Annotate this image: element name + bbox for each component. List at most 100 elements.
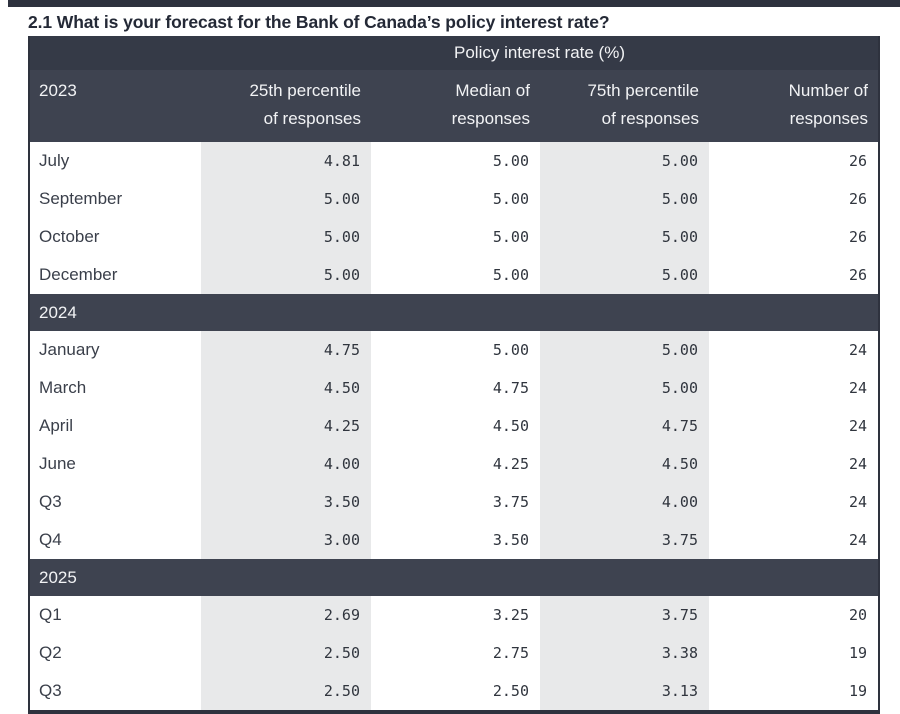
table-row: October 5.00 5.00 5.00 26 [29, 218, 879, 256]
year-header-2023: 2023 [29, 70, 201, 142]
column-headers-row: 2023 25th percentile of responses Median… [29, 70, 879, 142]
median-value-cell: 4.50 [492, 417, 529, 435]
p25-value-cell: 4.81 [201, 142, 371, 180]
section-year-label: 2025 [29, 559, 879, 596]
p25-value-cell: 5.00 [201, 180, 371, 218]
p75-value-cell: 3.13 [540, 672, 709, 712]
table-row: April 4.25 4.50 4.75 24 [29, 407, 879, 445]
p25-value-cell: 5.00 [201, 218, 371, 256]
col-header-median: Median of responses [371, 70, 540, 142]
p25-value-cell: 4.75 [201, 331, 371, 369]
col-header-line: 75th percentile [587, 81, 699, 100]
col-header-line: 25th percentile [249, 81, 361, 100]
period-cell: September [39, 189, 123, 208]
col-header-line: Number of [788, 81, 868, 100]
period-cell: Q1 [39, 605, 62, 624]
responses-count-cell: 24 [848, 379, 867, 397]
period-cell: October [39, 227, 100, 246]
responses-count-cell: 19 [848, 644, 867, 662]
responses-count-cell: 24 [848, 455, 867, 473]
p75-value-cell: 5.00 [540, 218, 709, 256]
p75-value-cell: 3.38 [540, 634, 709, 672]
page-title: 2.1 What is your forecast for the Bank o… [28, 12, 610, 32]
p75-value-cell: 4.75 [540, 407, 709, 445]
table-row: Q2 2.50 2.75 3.38 19 [29, 634, 879, 672]
median-value-cell: 2.50 [492, 682, 529, 700]
col-header-number-of-responses: Number of responses [709, 70, 879, 142]
period-cell: March [39, 378, 87, 397]
top-divider-bar [8, 0, 900, 7]
col-header-line: of responses [601, 109, 699, 128]
median-value-cell: 3.75 [492, 493, 529, 511]
table-row: June 4.00 4.25 4.50 24 [29, 445, 879, 483]
period-cell: June [39, 454, 76, 473]
p75-value-cell: 5.00 [540, 331, 709, 369]
spanner-row: Policy interest rate (%) [29, 36, 879, 70]
col-header-line: responses [451, 109, 530, 128]
median-value-cell: 3.25 [492, 606, 529, 624]
responses-count-cell: 26 [848, 152, 867, 170]
table-row: July 4.81 5.00 5.00 26 [29, 142, 879, 180]
table-row: December 5.00 5.00 5.00 26 [29, 256, 879, 294]
responses-count-cell: 20 [848, 606, 867, 624]
median-value-cell: 5.00 [492, 190, 529, 208]
p25-value-cell: 4.25 [201, 407, 371, 445]
median-value-cell: 2.75 [492, 644, 529, 662]
p25-value-cell: 2.69 [201, 596, 371, 634]
median-value-cell: 4.25 [492, 455, 529, 473]
table-row: Q1 2.69 3.25 3.75 20 [29, 596, 879, 634]
median-value-cell: 5.00 [492, 228, 529, 246]
p25-value-cell: 2.50 [201, 672, 371, 712]
responses-count-cell: 24 [848, 341, 867, 359]
p25-value-cell: 3.00 [201, 521, 371, 559]
responses-count-cell: 26 [848, 266, 867, 284]
median-value-cell: 5.00 [492, 341, 529, 359]
p75-value-cell: 3.75 [540, 521, 709, 559]
spanner-label: Policy interest rate (%) [201, 36, 879, 70]
col-header-line: responses [789, 109, 868, 128]
table-row: Q4 3.00 3.50 3.75 24 [29, 521, 879, 559]
section-year-row: 2024 [29, 294, 879, 331]
forecast-table: Policy interest rate (%) 2023 25th perce… [28, 36, 880, 714]
p25-value-cell: 4.00 [201, 445, 371, 483]
period-cell: July [39, 151, 70, 170]
period-cell: April [39, 416, 74, 435]
p75-value-cell: 5.00 [540, 369, 709, 407]
section-year-label: 2024 [29, 294, 879, 331]
p25-value-cell: 2.50 [201, 634, 371, 672]
table-body: July 4.81 5.00 5.00 26 September 5.00 5.00 5.00 2… [29, 142, 879, 712]
median-value-cell: 4.75 [492, 379, 529, 397]
responses-count-cell: 26 [848, 228, 867, 246]
period-cell: Q2 [39, 643, 62, 662]
section-year-row: 2025 [29, 559, 879, 596]
p25-value-cell: 3.50 [201, 483, 371, 521]
table-row: September 5.00 5.00 5.00 26 [29, 180, 879, 218]
responses-count-cell: 24 [848, 531, 867, 549]
p75-value-cell: 4.00 [540, 483, 709, 521]
table-row: March 4.50 4.75 5.00 24 [29, 369, 879, 407]
median-value-cell: 5.00 [492, 266, 529, 284]
period-cell: Q4 [39, 530, 62, 549]
p75-value-cell: 5.00 [540, 142, 709, 180]
p75-value-cell: 3.75 [540, 596, 709, 634]
period-cell: January [39, 340, 100, 359]
p75-value-cell: 4.50 [540, 445, 709, 483]
period-cell: Q3 [39, 492, 62, 511]
col-header-75th-percentile: 75th percentile of responses [540, 70, 709, 142]
period-cell: Q3 [39, 681, 62, 700]
table-row: January 4.75 5.00 5.00 24 [29, 331, 879, 369]
median-value-cell: 3.50 [492, 531, 529, 549]
p75-value-cell: 5.00 [540, 180, 709, 218]
table-row: Q3 3.50 3.75 4.00 24 [29, 483, 879, 521]
table-row: Q3 2.50 2.50 3.13 19 [29, 672, 879, 712]
spanner-empty-cell [29, 36, 201, 70]
responses-count-cell: 19 [848, 682, 867, 700]
col-header-25th-percentile: 25th percentile of responses [201, 70, 371, 142]
period-cell: December [39, 265, 118, 284]
p75-value-cell: 5.00 [540, 256, 709, 294]
table-header: Policy interest rate (%) 2023 25th perce… [29, 36, 879, 142]
responses-count-cell: 24 [848, 417, 867, 435]
p25-value-cell: 5.00 [201, 256, 371, 294]
col-header-line: Median of [455, 81, 530, 100]
col-header-line: of responses [263, 109, 361, 128]
